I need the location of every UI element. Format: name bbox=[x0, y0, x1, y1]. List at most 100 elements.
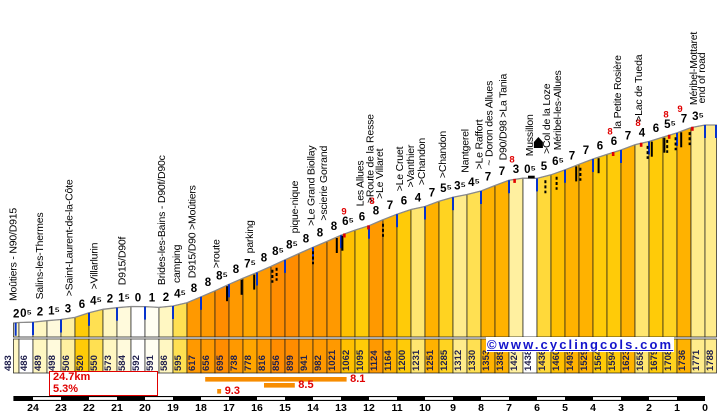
altitude-label: 1679 bbox=[649, 350, 660, 371]
altitude-label: 1251 bbox=[425, 349, 436, 371]
climb-summary-box: 24.7km 5.3% bbox=[49, 371, 158, 396]
steepest-section-label: 9.3 bbox=[225, 385, 240, 397]
gradient-label: 4⁵ bbox=[468, 177, 480, 189]
gradient-label: 8 bbox=[373, 206, 380, 218]
km-ruler-label: 1 bbox=[674, 402, 680, 414]
altitude-label: 591 bbox=[145, 354, 156, 371]
altitude-label: 1564 bbox=[593, 349, 604, 371]
gradient-label: 3 bbox=[65, 303, 71, 315]
km-ruler-label: 19 bbox=[167, 402, 179, 414]
altitude-label: 1095 bbox=[355, 349, 366, 371]
max-gradient-label: 8 bbox=[635, 118, 640, 129]
landmark-label: Les Allues bbox=[355, 161, 367, 207]
landmark-label: D915/D90 >Moûtiers bbox=[187, 185, 199, 278]
landmark-label: >Vanthier bbox=[405, 144, 417, 187]
gradient-label: 7 bbox=[499, 166, 505, 178]
altitude-label: 982 bbox=[313, 355, 324, 371]
km-ruler-label: 11 bbox=[391, 402, 402, 414]
landmark-label: >Le Grand Biollay bbox=[306, 145, 318, 226]
landmark-label: >Le Cruet bbox=[394, 146, 406, 191]
landmark-label: Brides-les-Bains - D90f/D90c bbox=[156, 155, 168, 285]
km-ruler-label: 24 bbox=[27, 402, 39, 414]
landmark-label: parking bbox=[244, 220, 256, 253]
landmark-label: Mussillon bbox=[524, 114, 536, 156]
altitude-label: 506 bbox=[61, 355, 72, 371]
gradient-label: 7 bbox=[569, 150, 575, 162]
gradient-label: 8⁵ bbox=[286, 240, 298, 252]
gradient-label: 0 bbox=[135, 293, 141, 305]
km-ruler-label: 4 bbox=[590, 402, 596, 414]
altitude-label: 595 bbox=[173, 354, 184, 371]
landmark-label: Moûtiers - N90/D915 bbox=[7, 208, 19, 301]
landmark-label: camping bbox=[171, 244, 183, 283]
altitude-label: 778 bbox=[243, 355, 254, 371]
km-ruler-label: 6 bbox=[534, 402, 540, 414]
gradient-label: 7 bbox=[485, 172, 491, 184]
gradient-label: 8 bbox=[233, 264, 240, 276]
gradient-label: 6 bbox=[611, 136, 617, 148]
gradient-label: 7 bbox=[681, 114, 687, 126]
gradient-label: 3 bbox=[513, 164, 519, 176]
gradient-label: 2 bbox=[37, 307, 43, 319]
km-ruler: 24 23 22 21 20 19 18 17 16 15 14 13 12 11 10 9 8 7 6 5 4 3 2 1 0 bbox=[13, 396, 708, 414]
landmark-label: >Route de la Resse bbox=[364, 114, 376, 203]
altitude-label: 483 bbox=[3, 355, 14, 371]
km-ruler-label: 2 bbox=[646, 402, 652, 414]
gradient-label: 7 bbox=[583, 145, 589, 157]
gradient-label: 5 bbox=[541, 161, 548, 173]
altitude-label: 1460 bbox=[551, 350, 562, 371]
landmark-label: Salins-les-Thermes bbox=[34, 213, 46, 300]
altitude-label: 1124 bbox=[369, 350, 380, 371]
km-ruler-label: 15 bbox=[279, 402, 291, 414]
copyright-link[interactable]: ©www.cyclingcols.com bbox=[486, 337, 675, 352]
km-ruler-label: 3 bbox=[618, 402, 624, 414]
km-ruler-label: 21 bbox=[111, 402, 123, 414]
altitude-label: 573 bbox=[103, 355, 114, 371]
altitude-label: 1438 bbox=[523, 350, 534, 371]
gradient-label: 6⁵ bbox=[552, 156, 564, 168]
landmark-label: >Chandon bbox=[437, 131, 449, 179]
landmark-label: >route bbox=[210, 239, 222, 268]
km-ruler-label: 18 bbox=[195, 402, 207, 414]
gradient-label: 6 bbox=[653, 123, 659, 135]
gradient-label: 3⁵ bbox=[692, 111, 704, 123]
altitude-label: 1594 bbox=[607, 349, 618, 371]
max-gradient-tick-marks bbox=[343, 126, 694, 238]
altitude-label: 498 bbox=[47, 355, 58, 371]
km-ruler-label: 12 bbox=[363, 402, 375, 414]
landmark-label: >scierie Gorrand bbox=[318, 146, 330, 221]
gradient-label: 4⁵ bbox=[90, 295, 102, 307]
altitude-label: 1788 bbox=[705, 350, 716, 371]
altitude-label: 1231 bbox=[411, 349, 422, 371]
gradient-label: 5⁵ bbox=[440, 183, 452, 195]
altitude-label: 656 bbox=[201, 355, 212, 371]
max-gradient-label: 8 bbox=[663, 109, 668, 120]
steepest-section-label: 8.1 bbox=[350, 373, 365, 385]
landmark-label: Nantgerel bbox=[460, 129, 472, 173]
km-ruler-label: 8 bbox=[478, 402, 484, 414]
gradient-label: 8⁵ bbox=[216, 270, 228, 282]
max-gradient-label: 8 bbox=[509, 155, 514, 166]
landmark-label: >Chandon bbox=[416, 138, 428, 186]
altitude-label: 1353 bbox=[481, 350, 492, 371]
gradient-label: 8 bbox=[205, 277, 212, 289]
altitude-label: 489 bbox=[33, 355, 44, 371]
altitude-label: 617 bbox=[187, 355, 198, 371]
altitude-label: 1330 bbox=[467, 350, 478, 371]
max-gradient-label: 8 bbox=[369, 196, 374, 207]
altitude-label: 1736 bbox=[677, 350, 688, 371]
climb-average-gradient: 5.3% bbox=[53, 382, 79, 395]
gradient-label: 2 bbox=[13, 309, 19, 321]
gradient-label: 8⁵ bbox=[272, 246, 284, 258]
altitude-label: 550 bbox=[89, 355, 100, 371]
gradient-label: 8 bbox=[191, 283, 198, 295]
altitude-label: 1164 bbox=[383, 350, 394, 371]
altitude-label: 486 bbox=[19, 355, 30, 371]
altitude-label: 1623 bbox=[621, 350, 632, 371]
landmark-label: >Villarlurin bbox=[89, 242, 101, 289]
altitude-label: 1529 bbox=[579, 350, 590, 371]
altitude-label: 1021 bbox=[327, 349, 338, 371]
gradient-label: 1 bbox=[149, 293, 156, 305]
km-ruler-label: 0 bbox=[702, 402, 708, 414]
